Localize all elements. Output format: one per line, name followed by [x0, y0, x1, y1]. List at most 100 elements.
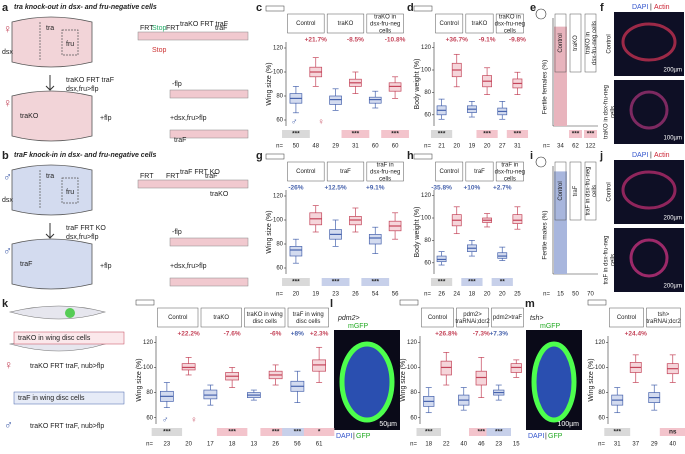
- ruler-icon: [413, 5, 433, 12]
- header-box: [554, 161, 567, 221]
- significance: **: [500, 279, 506, 286]
- header-box: [157, 307, 199, 328]
- header-box: [569, 13, 582, 73]
- stars-box: [604, 428, 631, 436]
- panel-letter: f: [600, 2, 604, 14]
- n-value: 24: [453, 292, 460, 298]
- group-header: traKO: [213, 315, 229, 321]
- percent-label: +22.2%: [178, 331, 200, 338]
- header-box: [287, 13, 325, 34]
- n-value: 26: [438, 292, 445, 298]
- significance: ***: [438, 131, 446, 138]
- percent-label: +12.5%: [324, 185, 346, 192]
- significance: ***: [587, 131, 595, 138]
- header-box: [326, 13, 365, 34]
- n-value: 60: [392, 144, 399, 150]
- group-header: Control: [296, 21, 315, 27]
- panel-letter: m: [525, 298, 535, 310]
- stain: GFP: [548, 433, 563, 440]
- sex-symbol: ♂: [291, 116, 298, 126]
- n-value: 20: [293, 292, 300, 298]
- stars-box: [282, 278, 310, 286]
- header-box: [366, 161, 404, 182]
- group-header: tsh> traRNAi;dcr2: [646, 312, 681, 325]
- n-value: 19: [312, 292, 319, 298]
- header-box: [287, 307, 329, 328]
- y-axis-label: Wing size (%): [136, 358, 143, 401]
- group-header: traKO: [472, 21, 488, 27]
- n-label: n=: [424, 292, 431, 298]
- n-value: 40: [669, 442, 676, 448]
- sex-symbol: ♂: [3, 170, 12, 184]
- significance: ***: [272, 429, 280, 436]
- y-tick-label: 100: [273, 70, 284, 76]
- stain: DAPI: [632, 152, 648, 159]
- group-header: Control: [168, 315, 187, 321]
- group-header: traF: [474, 169, 485, 175]
- diagram-label: traKO FRT traF, nub>flp: [30, 423, 104, 430]
- y-tick-label: 60: [410, 415, 417, 421]
- scale-bar: 200µm: [664, 284, 682, 290]
- group-header: Control: [428, 315, 447, 321]
- y-tick-label: 80: [424, 90, 431, 96]
- fly-body: [11, 238, 93, 290]
- stars-box: [282, 130, 310, 138]
- significance: ns: [669, 429, 677, 436]
- tissue: [629, 238, 669, 278]
- significance: ***: [163, 429, 171, 436]
- percent-label: -9.1%: [479, 37, 496, 44]
- significance: ***: [477, 429, 485, 436]
- percent-label: +24.4%: [625, 331, 647, 338]
- n-value: 18: [469, 292, 476, 298]
- diagram-label: traKO: [20, 113, 39, 120]
- scale-bar: 200µm: [664, 68, 682, 74]
- n-value: 56: [392, 292, 399, 298]
- n-value: 26: [272, 442, 279, 448]
- header-box: [495, 161, 524, 182]
- diagram-label: FRT: [140, 173, 154, 180]
- diagram-label: FRT: [140, 25, 154, 32]
- stain: |: [650, 4, 652, 11]
- diagram-label: traKO FRT traF: [66, 77, 114, 84]
- percent-label: +9.1%: [366, 185, 385, 192]
- header-box: [554, 13, 567, 73]
- diagram-label: -flp: [172, 81, 182, 88]
- n-value: 60: [372, 144, 379, 150]
- fly-body: [11, 164, 93, 216]
- stars-box: [341, 130, 370, 138]
- y-tick-label: 100: [407, 365, 418, 371]
- stars-box: [303, 428, 335, 436]
- header-box: [646, 307, 681, 328]
- stars-box: [491, 278, 513, 286]
- n-value: 70: [587, 292, 594, 298]
- n-value: 62: [572, 144, 579, 150]
- n-value: 122: [585, 144, 596, 150]
- disc: [339, 341, 395, 423]
- n-value: 21: [438, 144, 445, 150]
- n-label: n=: [543, 292, 550, 298]
- percent-label: -8.5%: [347, 37, 364, 44]
- micrograph: [614, 228, 684, 292]
- significance: ***: [495, 429, 503, 436]
- stars-box: [430, 278, 453, 286]
- n-label: n=: [543, 144, 550, 150]
- header-box: [569, 161, 582, 221]
- n-value: 61: [316, 442, 323, 448]
- diagram-label: traKO FRT traF: [180, 21, 228, 28]
- stain: |: [353, 433, 355, 440]
- n-value: 40: [460, 442, 467, 448]
- disc: [531, 341, 577, 423]
- n-value: 18: [425, 442, 432, 448]
- n-value: 22: [443, 442, 450, 448]
- panel-letter: c: [256, 2, 262, 14]
- group-header: traF: [340, 169, 351, 175]
- fly-body: [11, 16, 93, 68]
- stain: DAPI: [528, 433, 544, 440]
- stain: DAPI: [632, 4, 648, 11]
- n-value: 31: [352, 144, 359, 150]
- diagram-label: FRT: [166, 25, 180, 32]
- percent-label: +26.8%: [435, 331, 457, 338]
- sex-symbol: ♀: [318, 116, 325, 126]
- gene: [169, 237, 249, 247]
- y-tick-label: 80: [410, 390, 417, 396]
